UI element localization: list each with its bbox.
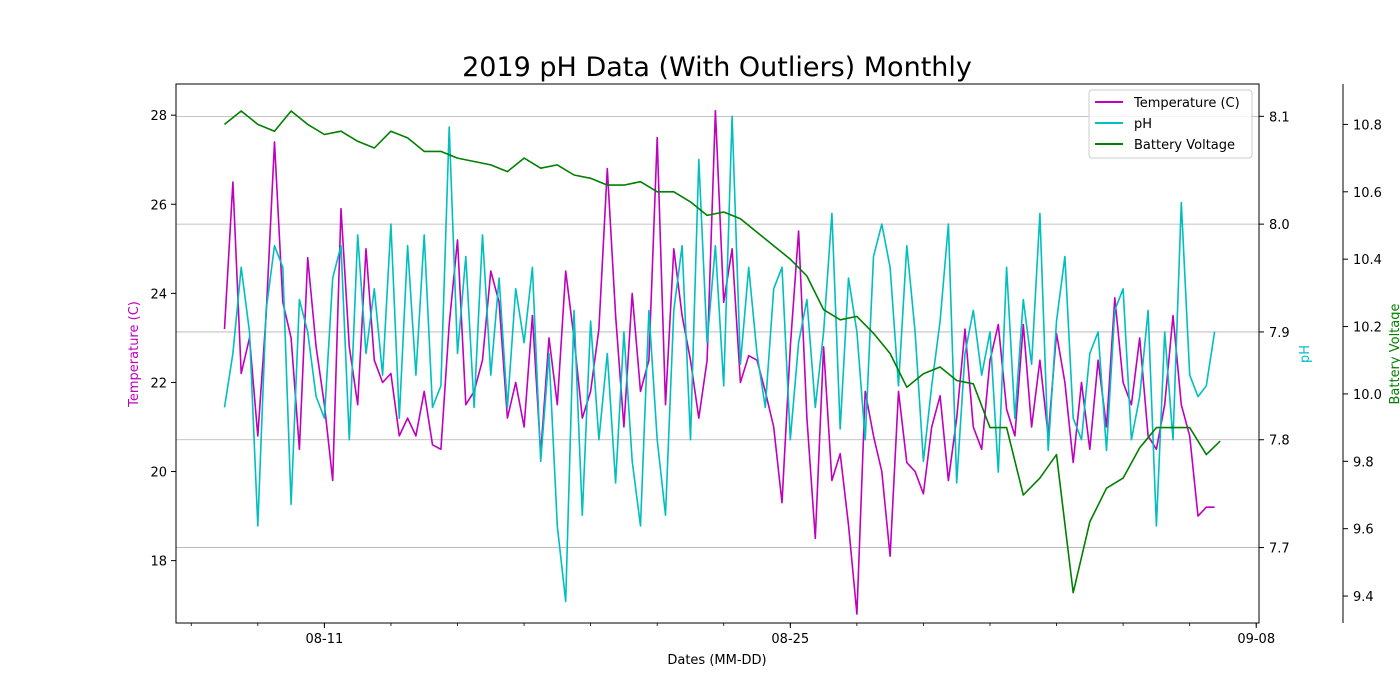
legend-label-temperature: Temperature (C) — [1133, 96, 1240, 111]
battery-tick-label-4: 10.2 — [1353, 321, 1382, 336]
x-axis-label: Dates (MM-DD) — [667, 653, 766, 668]
temperature-axis-ticks: 18 20 22 24 26 28 — [150, 109, 176, 570]
ph-axis-label: pH — [1298, 345, 1313, 363]
battery-tick-label-5: 10.4 — [1353, 253, 1382, 268]
temperature-tick-label-0: 18 — [150, 555, 167, 570]
battery-tick-label-0: 9.4 — [1353, 590, 1374, 605]
legend: Temperature (C) pH Battery Voltage — [1088, 89, 1253, 159]
legend-box — [1088, 89, 1253, 159]
temperature-tick-label-1: 20 — [150, 466, 167, 481]
battery-tick-label-1: 9.6 — [1353, 523, 1374, 538]
battery-tick-label-3: 10.0 — [1353, 388, 1382, 403]
battery-tick-label-7: 10.8 — [1353, 118, 1382, 133]
battery-axis-label: Battery Voltage — [1388, 303, 1400, 404]
temperature-tick-label-2: 22 — [150, 376, 167, 391]
battery-tick-label-2: 9.8 — [1353, 455, 1374, 470]
x-tick-label-2: 09-08 — [1237, 632, 1275, 647]
x-axis-ticks: 08-11 08-25 09-08 — [190, 623, 1275, 647]
grid-lines — [176, 115, 1259, 548]
x-tick-label-1: 08-25 — [771, 632, 809, 647]
ph-tick-label-1: 7.8 — [1269, 434, 1290, 449]
temperature-tick-label-4: 26 — [150, 198, 167, 213]
series-line-ph — [223, 115, 1216, 603]
battery-tick-label-6: 10.6 — [1353, 186, 1382, 201]
chart-title: 2019 pH Data (With Outliers) Monthly — [462, 52, 972, 83]
legend-label-battery: Battery Voltage — [1134, 138, 1235, 153]
x-tick-label-0: 08-11 — [305, 632, 343, 647]
legend-label-ph: pH — [1134, 117, 1152, 132]
temperature-tick-label-5: 28 — [150, 109, 167, 124]
ph-tick-label-4: 8.1 — [1269, 110, 1290, 125]
series-layer — [223, 109, 1221, 615]
battery-axis-ticks: 9.4 9.6 9.8 10.0 10.2 10.4 10.6 10.8 — [1343, 118, 1382, 605]
ph-tick-label-0: 7.7 — [1269, 542, 1290, 557]
ph-axis-ticks: 7.7 7.8 7.9 8.0 8.1 — [1259, 110, 1290, 557]
ph-tick-label-3: 8.0 — [1269, 218, 1290, 233]
temperature-tick-label-3: 24 — [150, 287, 167, 302]
series-line-battery — [223, 110, 1221, 594]
plot-frame — [175, 83, 1260, 624]
ph-tick-label-2: 7.9 — [1269, 326, 1290, 341]
temperature-axis-label: Temperature (C) — [127, 301, 142, 408]
